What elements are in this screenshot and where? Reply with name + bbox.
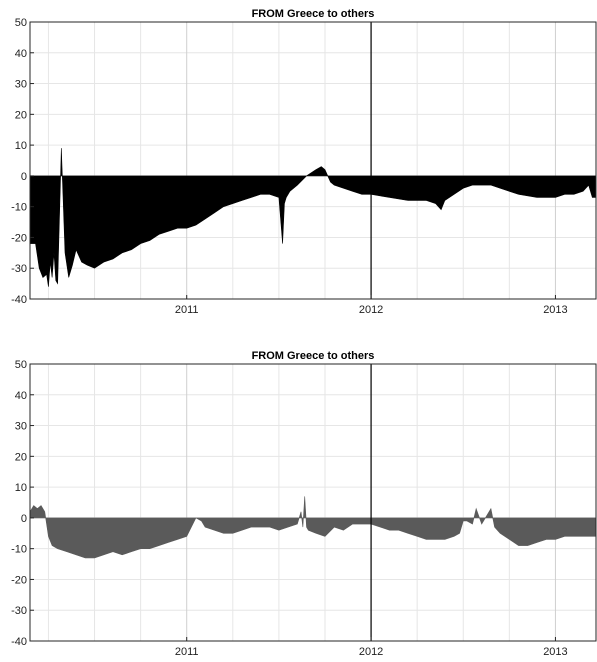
x-tick-label: 2013 bbox=[543, 646, 567, 658]
plot-area bbox=[30, 364, 596, 641]
y-tick-label: -30 bbox=[11, 263, 27, 275]
y-tick-label: 20 bbox=[15, 451, 27, 463]
y-tick-label: 40 bbox=[15, 390, 27, 402]
y-tick-label: 0 bbox=[21, 171, 27, 183]
y-tick-label: -40 bbox=[11, 636, 27, 648]
y-tick-label: 30 bbox=[15, 79, 27, 91]
y-tick-label: 40 bbox=[15, 48, 27, 60]
axes-frame bbox=[29, 363, 597, 642]
y-tick-label: -10 bbox=[11, 544, 27, 556]
y-tick-label: 10 bbox=[15, 482, 27, 494]
chart-panel-2: -40 -30 -20 -10 0 10 20 30 40 50 2011 2012 2013 FROM … bbox=[11, 350, 597, 658]
y-tick-label: -20 bbox=[11, 232, 27, 244]
x-tick-label: 2012 bbox=[359, 646, 383, 658]
series-area bbox=[29, 148, 597, 287]
y-tick-label: -30 bbox=[11, 605, 27, 617]
y-tick-label: -20 bbox=[11, 574, 27, 586]
chart-title: FROM Greece to others bbox=[252, 8, 375, 20]
y-tick-label: 50 bbox=[15, 17, 27, 29]
y-tick-label: 50 bbox=[15, 359, 27, 371]
x-tick-label: 2011 bbox=[175, 304, 199, 316]
y-tick-label: 20 bbox=[15, 109, 27, 121]
plot-area bbox=[30, 22, 596, 299]
x-tick-label: 2012 bbox=[359, 304, 383, 316]
y-tick-label: -10 bbox=[11, 202, 27, 214]
x-tick-label: 2011 bbox=[175, 646, 199, 658]
axes-frame bbox=[29, 21, 597, 300]
series-area bbox=[29, 496, 597, 559]
y-tick-label: 0 bbox=[21, 513, 27, 525]
x-tick-label: 2013 bbox=[543, 304, 567, 316]
y-tick-label: 30 bbox=[15, 421, 27, 433]
y-tick-label: -40 bbox=[11, 294, 27, 306]
y-tick-label: 10 bbox=[15, 140, 27, 152]
chart-title: FROM Greece to others bbox=[252, 350, 375, 362]
chart-panel-1: -40 -30 -20 -10 0 10 20 30 40 50 2011 2012 2013 FROM … bbox=[11, 8, 597, 316]
